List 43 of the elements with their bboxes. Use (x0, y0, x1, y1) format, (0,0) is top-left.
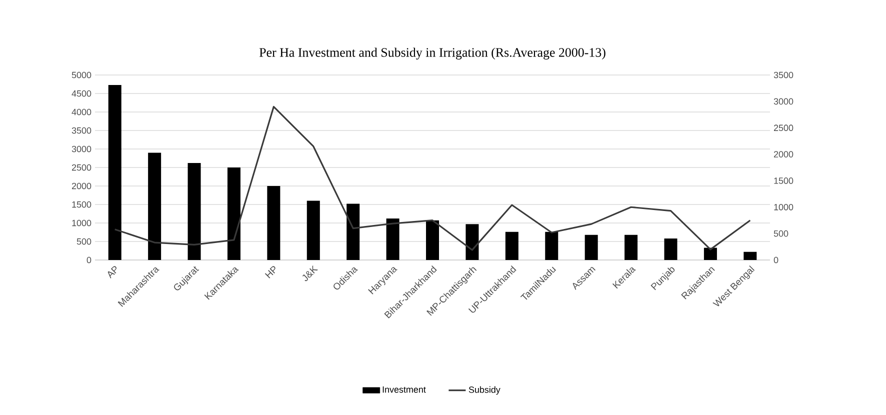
bar (148, 152, 162, 260)
bar (505, 232, 518, 260)
y-tick-label: 2000 (72, 182, 92, 190)
chart-title: Per Ha Investment and Subsidy in Irrigation (Rs.Average 2000-13) (259, 48, 606, 60)
bar (545, 232, 558, 260)
y2-tick-label: 1000 (774, 204, 794, 210)
bar (188, 163, 201, 260)
y-tick-label: 3000 (72, 146, 92, 152)
bar (744, 252, 757, 260)
bar (426, 220, 440, 260)
y-tick-label: 1000 (72, 220, 92, 226)
y-tick-label: 3500 (72, 127, 92, 134)
bar (664, 238, 678, 260)
bar (386, 218, 400, 260)
y-tick-label: 5000 (72, 72, 92, 78)
bar (346, 204, 360, 260)
y2-tick-label: 500 (774, 230, 788, 237)
bar (466, 224, 479, 260)
y2-tick-label: 1500 (774, 178, 794, 184)
legend-label: Subsidy (468, 386, 500, 395)
legend-label: Investment (382, 386, 426, 393)
y2-tick-label: 2500 (774, 124, 794, 132)
y2-tick-label: 2000 (774, 151, 794, 158)
y-tick-label: 500 (76, 238, 92, 245)
bar (227, 168, 240, 260)
bar (306, 200, 320, 260)
bar (704, 248, 717, 260)
y-tick-label: 1500 (72, 201, 92, 208)
y2-tick-label: 3000 (774, 98, 794, 105)
y2-tick-label: 0 (774, 256, 778, 264)
x-tick-label: AP (108, 266, 116, 278)
x-tick-label: HP (264, 266, 276, 278)
y-tick-label: 4500 (72, 90, 92, 97)
bar (267, 186, 280, 260)
line-series (114, 106, 751, 251)
x-tick-label: J&K (302, 265, 318, 282)
bar (584, 234, 598, 260)
y-tick-label: 4000 (72, 108, 92, 116)
bar (108, 84, 122, 260)
bar (624, 234, 638, 260)
y-tick-label: 2500 (72, 164, 92, 171)
y2-tick-label: 3500 (774, 72, 794, 78)
y-tick-label: 0 (86, 256, 92, 264)
